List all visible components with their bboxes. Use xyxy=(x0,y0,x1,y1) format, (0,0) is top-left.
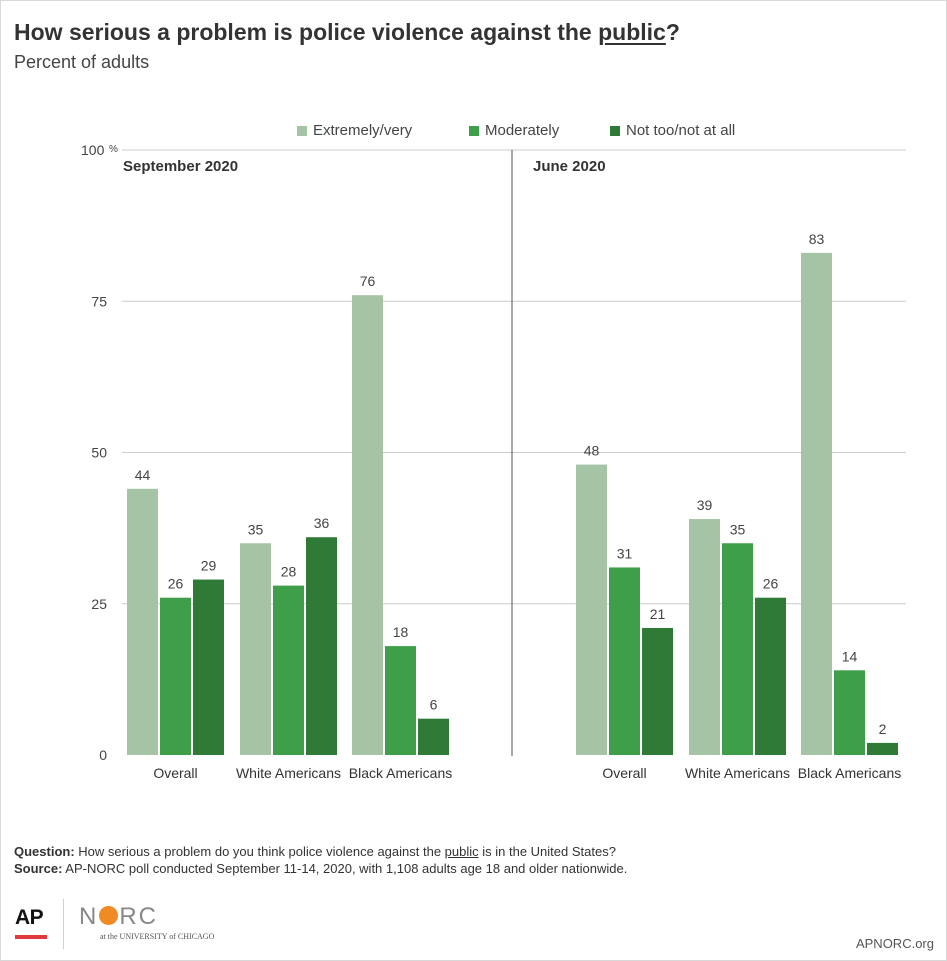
chart-legend: Extremely/very Moderately Not too/not at… xyxy=(1,122,946,142)
data-label-1-1-2: 26 xyxy=(763,576,779,592)
legend-label-not-too: Not too/not at all xyxy=(626,122,736,139)
data-label-1-0-2: 21 xyxy=(650,606,666,622)
legend-swatch-extremely-very xyxy=(297,125,307,136)
y-tick-label-50: 50 xyxy=(91,445,107,461)
ap-logo-bar xyxy=(15,935,47,939)
x-category-label-1-0: Overall xyxy=(602,765,646,781)
data-label-1-2-2: 2 xyxy=(879,721,887,737)
bar-1-2-0 xyxy=(801,252,832,755)
data-label-1-2-1: 14 xyxy=(842,648,858,664)
data-label-0-2-0: 76 xyxy=(360,273,376,289)
legend-label-moderately: Moderately xyxy=(485,122,560,139)
data-label-0-0-1: 26 xyxy=(168,576,184,592)
data-label-0-0-0: 44 xyxy=(135,467,151,483)
bar-0-2-0 xyxy=(352,295,383,755)
data-label-0-1-0: 35 xyxy=(248,521,264,537)
legend-label-extremely-very: Extremely/very xyxy=(313,122,413,139)
chart-subtitle: Percent of adults xyxy=(14,52,150,72)
bar-0-1-1 xyxy=(273,585,304,755)
bar-1-0-0 xyxy=(576,464,607,755)
x-category-label-0-2: Black Americans xyxy=(349,765,452,781)
question-line: Question: How serious a problem do you t… xyxy=(14,844,616,859)
ap-logo: AP xyxy=(15,906,44,929)
panel-label-0: September 2020 xyxy=(123,158,238,175)
data-label-0-2-1: 18 xyxy=(393,624,409,640)
logo-divider xyxy=(63,899,64,949)
bar-0-2-1 xyxy=(385,646,416,755)
y-tick-label-100: 100 xyxy=(81,142,105,158)
site-link[interactable]: APNORC.org xyxy=(855,936,934,951)
data-label-0-2-2: 6 xyxy=(430,697,438,713)
data-label-1-1-1: 35 xyxy=(730,521,746,537)
y-tick-label-0: 0 xyxy=(99,747,107,763)
y-tick-label-25: 25 xyxy=(91,596,107,612)
data-label-0-0-2: 29 xyxy=(201,558,217,574)
chart-footer: Question: How serious a problem do you t… xyxy=(14,843,627,877)
title-underlined-word: public xyxy=(598,19,666,45)
norc-logo-subtitle: at the UNIVERSITY of CHICAGO xyxy=(100,932,215,941)
data-label-1-2-0: 83 xyxy=(809,231,825,247)
x-category-label-0-0: Overall xyxy=(153,765,197,781)
data-label-0-1-2: 36 xyxy=(314,515,330,531)
y-axis-unit-label: % xyxy=(109,144,118,155)
x-category-label-1-1: White Americans xyxy=(685,765,790,781)
x-category-label-1-2: Black Americans xyxy=(798,765,901,781)
bar-1-1-0 xyxy=(689,519,720,755)
bar-1-2-2 xyxy=(867,742,898,755)
bar-0-0-2 xyxy=(193,579,224,755)
bar-0-2-2 xyxy=(418,718,449,755)
panel-label-1: June 2020 xyxy=(533,158,606,175)
bar-1-1-2 xyxy=(755,597,786,755)
bar-0-1-0 xyxy=(240,543,271,755)
bar-0-1-2 xyxy=(306,537,337,755)
bar-1-1-1 xyxy=(722,543,753,755)
data-label-0-1-1: 28 xyxy=(281,564,297,580)
x-category-label-0-1: White Americans xyxy=(236,765,341,781)
chart-title: How serious a problem is police violence… xyxy=(14,19,680,45)
source-line: Source: AP-NORC poll conducted September… xyxy=(14,861,628,876)
legend-swatch-moderately xyxy=(469,125,479,136)
legend-swatch-not-too xyxy=(610,125,620,136)
norc-logo-sun-icon xyxy=(99,906,119,925)
y-tick-label-75: 75 xyxy=(91,293,107,309)
legend-item-moderately: Moderately xyxy=(469,122,559,139)
bar-1-0-1 xyxy=(609,567,640,755)
bar-0-0-1 xyxy=(160,597,191,755)
legend-item-not-too: Not too/not at all xyxy=(610,122,735,139)
data-label-1-0-1: 31 xyxy=(617,545,633,561)
norc-logo: N RC xyxy=(79,903,159,930)
bar-1-0-2 xyxy=(642,627,673,755)
legend-item-extremely-very: Extremely/very xyxy=(297,122,412,139)
bar-1-2-1 xyxy=(834,670,865,755)
bar-0-0-0 xyxy=(127,488,158,755)
data-label-1-1-0: 39 xyxy=(697,497,713,513)
data-label-1-0-0: 48 xyxy=(584,443,600,459)
